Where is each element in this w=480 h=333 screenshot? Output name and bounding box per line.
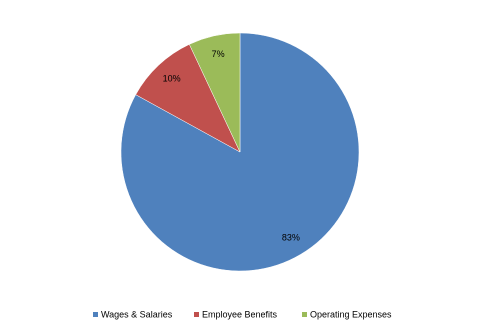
legend-swatch — [194, 312, 199, 317]
legend-label: Operating Expenses — [310, 309, 392, 319]
data-label: 83% — [282, 232, 300, 242]
data-label: 10% — [163, 74, 181, 84]
legend-label: Wages & Salaries — [101, 309, 173, 319]
legend-label: Employee Benefits — [202, 309, 278, 319]
pie-slice — [188, 32, 241, 153]
legend-swatch — [302, 312, 307, 317]
data-label: 7% — [212, 49, 225, 59]
legend-swatch — [93, 312, 98, 317]
pie-slice — [135, 43, 241, 153]
